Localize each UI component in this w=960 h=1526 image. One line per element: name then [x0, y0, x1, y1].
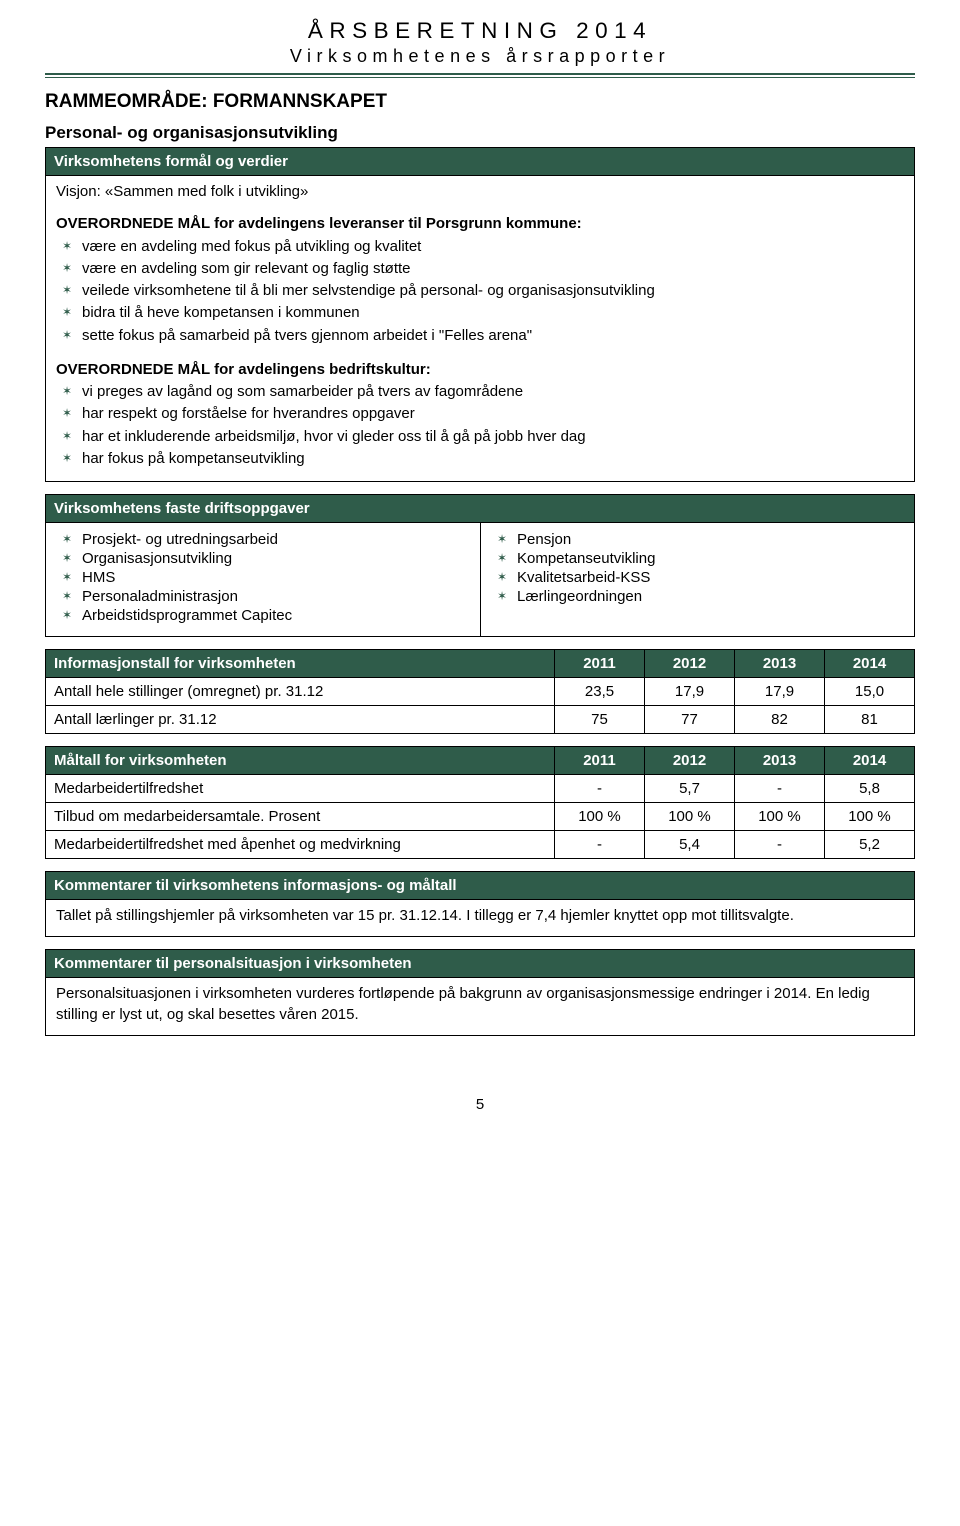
sub-title: Personal- og organisasjonsutvikling	[45, 123, 915, 143]
row-label: Antall lærlinger pr. 31.12	[46, 706, 555, 734]
visjon-text: Visjon: «Sammen med folk i utvikling»	[56, 182, 904, 202]
list-item: bidra til å heve kompetansen i kommunen	[56, 303, 904, 323]
table-row: Antall lærlinger pr. 31.12 75 77 82 81	[46, 706, 915, 734]
cell: 100 %	[825, 803, 915, 831]
two-col-box: Prosjekt- og utredningsarbeid Organisasj…	[45, 522, 915, 637]
cell: -	[555, 775, 645, 803]
cell: 17,9	[735, 678, 825, 706]
cell: 17,9	[645, 678, 735, 706]
goal1-list: være en avdeling med fokus på utvikling …	[56, 237, 904, 346]
row-label: Medarbeidertilfredshet	[46, 775, 555, 803]
header-line-2: Virksomhetenes årsrapporter	[45, 46, 915, 67]
list-item: veilede virksomhetene til å bli mer selv…	[56, 281, 904, 301]
list-item: sette fokus på samarbeid på tvers gjenno…	[56, 326, 904, 346]
list-item: Kompetanseutvikling	[491, 550, 904, 567]
list-item: HMS	[56, 569, 470, 586]
cell: 81	[825, 706, 915, 734]
section-bar-formaal: Virksomhetens formål og verdier	[45, 147, 915, 175]
table-row: Medarbeidertilfredshet - 5,7 - 5,8	[46, 775, 915, 803]
cell: -	[735, 831, 825, 859]
year-col: 2011	[555, 747, 645, 775]
list-item: Organisasjonsutvikling	[56, 550, 470, 567]
section-body-kom2: Personalsituasjonen i virksomheten vurde…	[45, 977, 915, 1036]
list-item: Kvalitetsarbeid-KSS	[491, 569, 904, 586]
list-item: Personaladministrasjon	[56, 588, 470, 605]
page-number: 5	[45, 1096, 915, 1113]
page: ÅRSBERETNING 2014 Virksomhetenes årsrapp…	[0, 0, 960, 1153]
section-body-formaal: Visjon: «Sammen med folk i utvikling» OV…	[45, 175, 915, 482]
table-row: Tilbud om medarbeidersamtale. Prosent 10…	[46, 803, 915, 831]
list-item: Lærlingeordningen	[491, 588, 904, 605]
list-item: har fokus på kompetanseutvikling	[56, 449, 904, 469]
maal-header: Måltall for virksomheten	[46, 747, 555, 775]
row-label: Tilbud om medarbeidersamtale. Prosent	[46, 803, 555, 831]
year-col: 2014	[825, 747, 915, 775]
ramme-title: RAMMEOMRÅDE: FORMANNSKAPET	[45, 91, 915, 113]
section-body-kom1: Tallet på stillingshjemler på virksomhet…	[45, 899, 915, 937]
cell: 5,4	[645, 831, 735, 859]
info-header: Informasjonstall for virksomheten	[46, 650, 555, 678]
year-col: 2012	[645, 650, 735, 678]
list-item: være en avdeling som gir relevant og fag…	[56, 259, 904, 279]
cell: 100 %	[645, 803, 735, 831]
year-col: 2012	[645, 747, 735, 775]
list-item: har respekt og forståelse for hverandres…	[56, 404, 904, 424]
cell: 77	[645, 706, 735, 734]
section-bar-kom2: Kommentarer til personalsituasjon i virk…	[45, 949, 915, 977]
year-col: 2013	[735, 650, 825, 678]
cell: 75	[555, 706, 645, 734]
cell: 15,0	[825, 678, 915, 706]
doc-header: ÅRSBERETNING 2014 Virksomhetenes årsrapp…	[45, 18, 915, 67]
list-item: vi preges av lagånd og som samarbeider p…	[56, 382, 904, 402]
maaltall-table: Måltall for virksomheten 2011 2012 2013 …	[45, 746, 915, 859]
cell: -	[735, 775, 825, 803]
cell: 82	[735, 706, 825, 734]
right-col: Pensjon Kompetanseutvikling Kvalitetsarb…	[480, 522, 915, 637]
section-bar-drift: Virksomhetens faste driftsoppgaver	[45, 494, 915, 522]
year-col: 2011	[555, 650, 645, 678]
list-item: være en avdeling med fokus på utvikling …	[56, 237, 904, 257]
list-item: Arbeidstidsprogrammet Capitec	[56, 607, 470, 624]
cell: -	[555, 831, 645, 859]
year-col: 2014	[825, 650, 915, 678]
table-row: Antall hele stillinger (omregnet) pr. 31…	[46, 678, 915, 706]
row-label: Medarbeidertilfredshet med åpenhet og me…	[46, 831, 555, 859]
list-item: Pensjon	[491, 531, 904, 548]
info-table: Informasjonstall for virksomheten 2011 2…	[45, 649, 915, 734]
year-col: 2013	[735, 747, 825, 775]
cell: 5,8	[825, 775, 915, 803]
list-item: har et inkluderende arbeidsmiljø, hvor v…	[56, 427, 904, 447]
section-bar-kom1: Kommentarer til virksomhetens informasjo…	[45, 871, 915, 899]
cell: 5,7	[645, 775, 735, 803]
cell: 23,5	[555, 678, 645, 706]
header-line-1: ÅRSBERETNING 2014	[45, 18, 915, 44]
cell: 100 %	[555, 803, 645, 831]
left-col: Prosjekt- og utredningsarbeid Organisasj…	[45, 522, 480, 637]
table-row: Medarbeidertilfredshet med åpenhet og me…	[46, 831, 915, 859]
goal2-title: OVERORDNEDE MÅL for avdelingens bedrifts…	[56, 360, 904, 380]
row-label: Antall hele stillinger (omregnet) pr. 31…	[46, 678, 555, 706]
list-item: Prosjekt- og utredningsarbeid	[56, 531, 470, 548]
goal2-list: vi preges av lagånd og som samarbeider p…	[56, 382, 904, 469]
goal1-title: OVERORDNEDE MÅL for avdelingens leverans…	[56, 214, 904, 234]
cell: 5,2	[825, 831, 915, 859]
cell: 100 %	[735, 803, 825, 831]
